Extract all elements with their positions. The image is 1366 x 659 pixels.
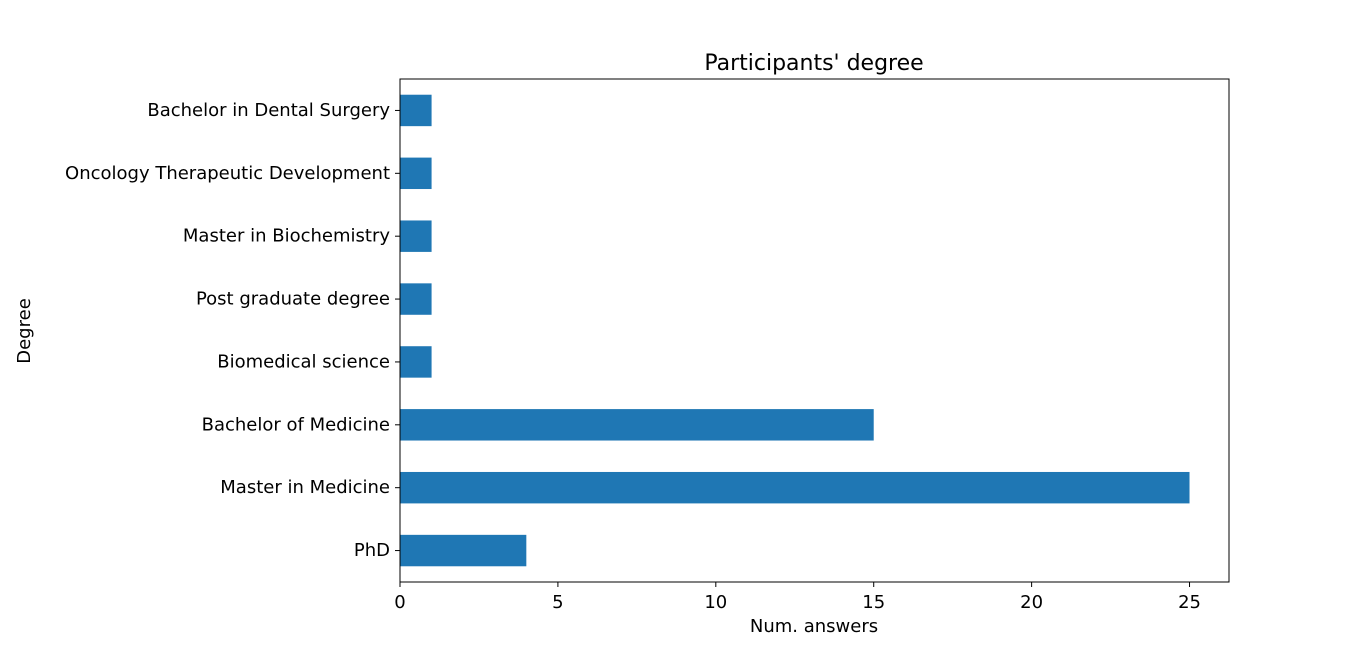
y-tick-label: Bachelor in Dental Surgery <box>147 100 390 121</box>
y-tick-label: Biomedical science <box>217 351 390 372</box>
x-tick-label: 25 <box>1178 592 1201 613</box>
bar-biomedical-science <box>400 346 432 378</box>
x-tick-label: 5 <box>552 592 563 613</box>
y-tick-label: Oncology Therapeutic Development <box>65 163 390 184</box>
bar-phd <box>400 534 527 567</box>
y-tick-label: PhD <box>354 540 390 561</box>
bar-master-in-biochemistry <box>400 220 432 252</box>
x-axis-ticks: 0 5 10 15 20 25 <box>394 582 1201 613</box>
x-tick-label: 0 <box>394 592 405 613</box>
bar-bachelor-in-dental-surgery <box>400 94 432 127</box>
bar-bachelor-of-medicine <box>400 409 874 441</box>
y-tick-label: Bachelor of Medicine <box>202 414 390 435</box>
y-axis-title: Degree <box>14 298 35 364</box>
bar-oncology-therapeutic-development <box>400 157 432 190</box>
bar-master-in-medicine <box>400 471 1190 504</box>
y-tick-label: Master in Medicine <box>220 477 390 498</box>
x-tick-label: 10 <box>704 592 727 613</box>
x-axis-title: Num. answers <box>750 616 878 637</box>
x-tick-label: 20 <box>1020 592 1043 613</box>
y-axis-ticks: PhD Master in Medicine Bachelor of Medicin… <box>65 100 400 561</box>
chart-title: Participants' degree <box>704 51 923 76</box>
y-tick-label: Master in Biochemistry <box>183 226 390 247</box>
y-tick-label: Post graduate degree <box>196 289 390 310</box>
plot-frame <box>399 78 1230 583</box>
x-tick-label: 15 <box>862 592 885 613</box>
bars-layer <box>400 94 1190 567</box>
bar-post-graduate-degree <box>400 283 432 315</box>
